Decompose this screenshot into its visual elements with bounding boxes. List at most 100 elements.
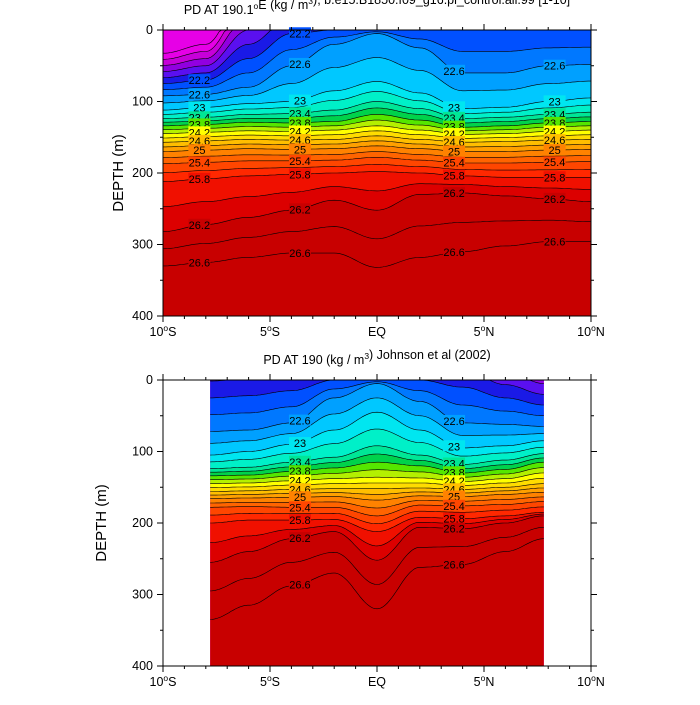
y-tick-label: 100: [132, 95, 153, 109]
contour-line: [163, 183, 591, 207]
contour-label-bg: [288, 125, 311, 137]
contour-line: [210, 538, 544, 620]
contour-label-bg: [288, 134, 311, 146]
contour-band: [210, 380, 544, 416]
contour-line: [163, 219, 591, 250]
contour-label: 26.6: [443, 560, 464, 572]
contour-line: [210, 487, 544, 496]
contour-label-bg: [288, 203, 311, 215]
contour-label-bg: [543, 125, 566, 137]
contour-label-bg: [443, 457, 466, 469]
y-tick-label: 200: [132, 516, 153, 530]
y-axis-label: DEPTH (m): [93, 484, 110, 562]
contour-label-bg: [443, 64, 466, 76]
contour-label: 26.2: [189, 220, 210, 232]
contour-label-bg: [288, 27, 311, 39]
y-tick-label: 400: [132, 309, 153, 323]
contour-label-bg: [288, 247, 311, 259]
y-tick-label: 200: [132, 166, 153, 180]
contour-line: [163, 114, 591, 128]
contour-label-bg: [188, 256, 211, 268]
contour-label: 25.4: [189, 157, 210, 169]
x-tick-label: 10oN: [577, 673, 605, 689]
contour-band: [210, 380, 544, 405]
y-tick-label: 400: [132, 659, 153, 673]
contour-label: 25: [448, 146, 460, 158]
contour-label: 23: [294, 96, 306, 108]
y-tick-label: 0: [146, 23, 153, 37]
y-tick-label: 300: [132, 588, 153, 602]
contour-line: [163, 241, 591, 268]
contour-label-bg: [288, 414, 311, 426]
contour-label: 26.2: [544, 194, 565, 206]
contour-band: [163, 171, 591, 207]
contour-line: [163, 171, 591, 182]
x-axis: 10oS 5oS EQ 5oN 10oN: [150, 374, 605, 689]
contour-line: [210, 483, 544, 492]
contour-label: 25.8: [289, 515, 310, 527]
x-tick-label: 5oS: [260, 323, 280, 339]
contour-band: [163, 130, 591, 143]
y-tick-label: 0: [146, 373, 153, 387]
contour-label: 25.8: [189, 174, 210, 186]
contour-line: [163, 135, 591, 143]
contour-label: 26.6: [443, 247, 464, 259]
contour-line: [210, 397, 544, 444]
contour-line: [210, 383, 544, 432]
contour-label-bg: [288, 116, 311, 128]
contour-line: [210, 513, 544, 547]
x-axis: 10oS 5oS EQ 5oN 10oN: [150, 24, 605, 339]
panel-observations: PD AT 190 (kg / m3) Johnson et al (2002)…: [93, 348, 605, 689]
contour-label-bg: [188, 118, 211, 130]
contour-band: [210, 527, 544, 620]
contour-band: [210, 515, 544, 591]
contour-line: [210, 467, 544, 480]
contour-label-bg: [443, 499, 466, 511]
contour-label-bg: [188, 144, 211, 156]
contour-label: 23.8: [544, 118, 565, 130]
contour-label: 26.2: [289, 533, 310, 545]
contour-label: 22.6: [289, 416, 310, 428]
contour-label: 25.8: [443, 171, 464, 183]
contour-label-bg: [543, 156, 566, 168]
contour-label-bg: [188, 126, 211, 138]
contour-label-bg: [443, 246, 466, 258]
contour-band: [210, 383, 544, 444]
contour-band: [163, 120, 591, 135]
contour-label-bg: [288, 532, 311, 544]
contour-label: 26.6: [289, 248, 310, 260]
contour-label-bg: [443, 136, 466, 148]
contour-label: 22.6: [544, 61, 565, 73]
contour-line: [210, 478, 544, 488]
contour-band: [163, 91, 591, 119]
contour-label-bg: [288, 168, 311, 180]
contour-line: [210, 381, 544, 416]
contour-band: [210, 380, 544, 395]
contour-line: [163, 30, 591, 72]
contour-label-bg: [543, 116, 566, 128]
contour-band: [210, 538, 544, 666]
x-tick-label: 10oS: [150, 323, 177, 339]
contour-label-bg: [543, 59, 566, 71]
y-tick-label: 300: [132, 238, 153, 252]
y-axis: 0 100 200 300 400: [132, 23, 597, 323]
contour-line: [210, 492, 544, 501]
contour-label-bg: [443, 145, 466, 157]
contour-label: 24.6: [544, 135, 565, 147]
contour-label-bg: [288, 465, 311, 477]
x-tick-label: 5oN: [474, 323, 495, 339]
contour-band: [163, 220, 591, 268]
x-tick-label: 5oS: [260, 673, 280, 689]
contour-line: [210, 428, 544, 463]
contour-label-bg: [288, 94, 311, 106]
contour-fills: [210, 380, 544, 666]
contour-lines: [163, 30, 591, 268]
contour-line: [163, 81, 591, 111]
contour-band: [163, 101, 591, 123]
contour-label-bg: [543, 134, 566, 146]
contour-line: [210, 511, 544, 532]
contour-label-bg: [543, 95, 566, 107]
contour-label-bg: [188, 218, 211, 230]
contour-label-bg: [288, 455, 311, 467]
contour-label-bg: [543, 108, 566, 120]
